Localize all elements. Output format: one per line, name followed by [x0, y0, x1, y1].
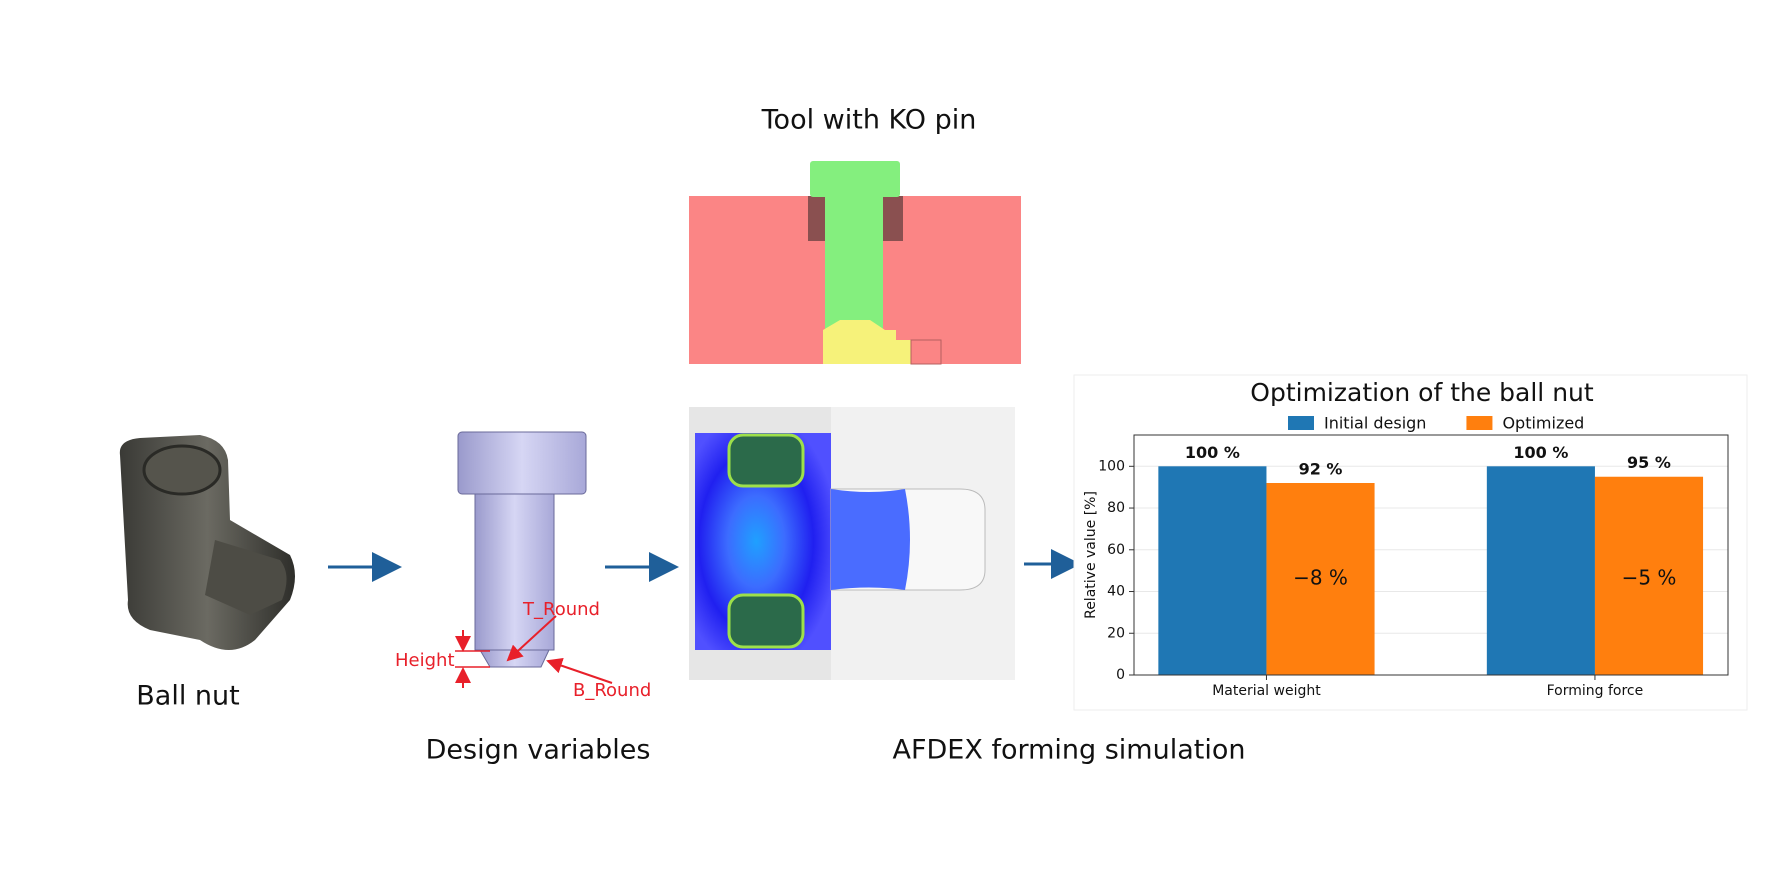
part-head: [457, 431, 587, 495]
plot-frame: [1133, 434, 1729, 676]
change-annotation: −5 %: [1622, 566, 1677, 590]
change-annotation: −8 %: [1293, 566, 1348, 590]
y-axis-label: Relative value [%]: [1083, 491, 1099, 619]
y-tick-label: 0: [1116, 667, 1125, 683]
legend-swatch: [1288, 416, 1314, 430]
ko-pin-head: [810, 161, 900, 197]
ball-nut-lug: [205, 540, 287, 615]
legend-swatch: [1466, 416, 1493, 430]
ball-nut-bore: [142, 444, 222, 496]
ko-pin-stem: [825, 196, 883, 331]
height-label: Height: [395, 650, 455, 671]
bar: [1158, 466, 1267, 675]
value-label: 95 %: [1627, 453, 1671, 472]
tool-step: [910, 339, 942, 365]
y-tick-label: 100: [1098, 458, 1125, 474]
ball-nut-label: Ball nut: [136, 681, 239, 712]
workpiece: [823, 320, 911, 364]
part-tip: [479, 649, 550, 668]
t-round-label: T_Round: [522, 599, 600, 620]
value-label: 100 %: [1513, 443, 1568, 462]
t-round-leader: [506, 615, 557, 662]
simulation-label: AFDEX forming simulation: [893, 735, 1246, 766]
part-shaft: [474, 493, 555, 651]
bar: [1486, 466, 1595, 675]
value-label: 100 %: [1185, 443, 1240, 462]
y-tick-label: 40: [1107, 584, 1125, 600]
y-tick-label: 80: [1107, 500, 1125, 516]
value-label: 92 %: [1299, 460, 1343, 479]
bar: [1594, 476, 1704, 675]
legend-label: Initial design: [1324, 414, 1426, 433]
tool-title: Tool with KO pin: [761, 105, 977, 136]
b-round-label: B_Round: [573, 680, 651, 701]
bar: [1266, 483, 1375, 675]
legend-label: Optimized: [1502, 414, 1584, 433]
y-tick-label: 20: [1107, 625, 1125, 641]
sim-ring-bottom: [727, 593, 805, 649]
x-tick-label: Material weight: [1212, 683, 1321, 699]
chart-title: Optimization of the ball nut: [1250, 378, 1594, 407]
design-label: Design variables: [426, 735, 651, 766]
y-tick-label: 60: [1107, 542, 1125, 558]
b-round-leader: [546, 657, 613, 684]
x-tick-label: Forming force: [1547, 683, 1644, 699]
sim-ring-top: [727, 433, 805, 488]
sim-flow: [831, 489, 910, 590]
